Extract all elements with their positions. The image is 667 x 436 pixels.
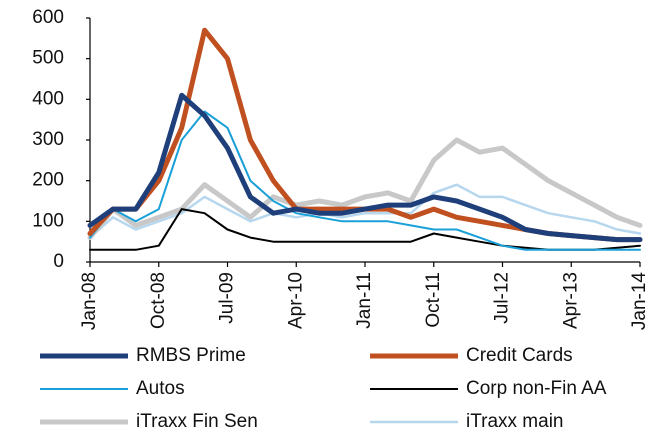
x-tick-label: Jul-12 bbox=[492, 272, 513, 324]
x-tick-label: Oct-11 bbox=[423, 272, 444, 328]
legend-label: RMBS Prime bbox=[136, 345, 246, 366]
legend-label: iTraxx Fin Sen bbox=[136, 411, 258, 432]
x-tick-label: Jan-08 bbox=[79, 272, 100, 330]
y-tick-label: 400 bbox=[32, 88, 64, 109]
x-tick-label: Apr-13 bbox=[560, 272, 581, 329]
legend-label: Autos bbox=[136, 378, 185, 399]
x-tick-label: Jan-11 bbox=[354, 272, 375, 329]
series-line bbox=[87, 92, 643, 243]
x-tick-label: Jan-14 bbox=[629, 272, 650, 331]
y-tick-label: 200 bbox=[32, 170, 64, 191]
y-tick-label: 0 bbox=[53, 251, 64, 272]
legend-label: iTraxx main bbox=[466, 411, 563, 432]
y-tick-label: 300 bbox=[32, 129, 64, 150]
series-line bbox=[88, 183, 642, 239]
y-tick-label: 500 bbox=[32, 48, 64, 69]
x-tick-label: Jul-09 bbox=[217, 272, 238, 324]
legend-label: Credit Cards bbox=[466, 345, 573, 366]
y-tick-label: 100 bbox=[32, 210, 64, 231]
x-tick-label: Apr-10 bbox=[285, 272, 306, 329]
series-line bbox=[89, 110, 641, 251]
x-tick-label: Oct-08 bbox=[148, 272, 169, 329]
legend-label: Corp non-Fin AA bbox=[466, 378, 607, 399]
y-tick-label: 600 bbox=[32, 7, 64, 28]
